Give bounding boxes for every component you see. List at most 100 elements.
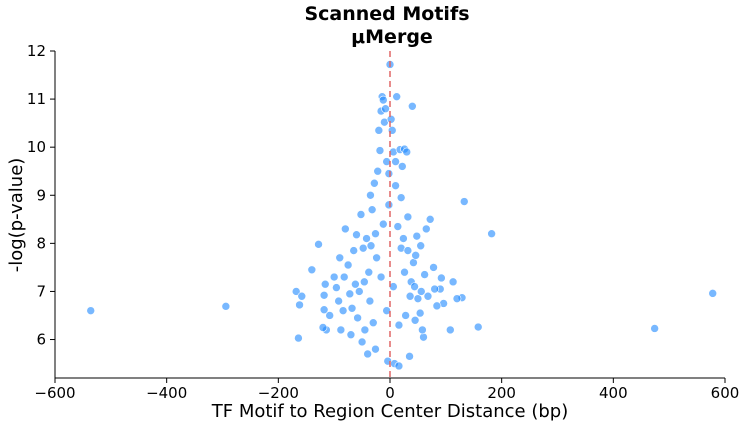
data-point: [354, 287, 364, 296]
data-point: [345, 289, 355, 299]
data-point: [341, 224, 350, 234]
data-point: [391, 157, 400, 166]
data-point: [403, 246, 413, 255]
data-point: [392, 92, 402, 101]
data-point: [364, 267, 374, 277]
data-point: [86, 306, 96, 315]
data-point: [376, 272, 386, 282]
data-point: [295, 300, 304, 310]
data-point: [415, 308, 425, 318]
data-point: [362, 234, 371, 243]
data-point: [373, 166, 383, 176]
data-point: [363, 349, 372, 359]
data-point: [371, 344, 380, 354]
data-point: [405, 352, 414, 361]
data-point: [412, 231, 422, 241]
data-point: [416, 241, 426, 251]
data-point: [418, 325, 427, 335]
data-point: [378, 219, 388, 229]
data-point: [338, 306, 348, 315]
data-point: [367, 205, 377, 214]
data-point: [487, 229, 496, 239]
data-point: [419, 332, 428, 342]
data-point: [366, 190, 375, 200]
x-axis-label: TF Motif to Region Center Distance (bp): [211, 401, 569, 422]
y-tick-label: 12: [27, 42, 46, 60]
data-point: [371, 229, 380, 239]
data-point: [402, 147, 412, 157]
x-tick-label: 200: [487, 384, 516, 402]
data-point: [374, 126, 384, 135]
data-point: [413, 294, 423, 303]
data-point: [353, 313, 362, 323]
x-tick-label: −200: [258, 384, 299, 402]
data-point: [397, 162, 407, 171]
data-point: [375, 146, 385, 155]
data-point: [356, 210, 366, 219]
data-point: [384, 169, 394, 178]
data-point: [432, 301, 442, 311]
data-point: [368, 318, 378, 327]
y-tick-label: 11: [27, 90, 46, 108]
data-point: [393, 222, 403, 231]
y-axis-label: -log(p-value): [6, 158, 27, 273]
data-point: [325, 311, 335, 320]
data-point: [318, 323, 328, 332]
y-tick-label: 9: [36, 186, 46, 204]
data-point: [319, 290, 329, 300]
chart-subtitle: μMerge: [351, 26, 433, 48]
data-point: [437, 273, 446, 283]
y-tick-label: 6: [36, 331, 46, 349]
data-point: [405, 291, 415, 301]
data-point: [329, 272, 339, 282]
data-point: [708, 289, 718, 298]
data-point: [401, 311, 410, 320]
data-point: [396, 193, 406, 202]
data-point: [335, 253, 345, 263]
chart-title: Scanned Motifs: [304, 3, 469, 25]
data-point: [384, 200, 394, 210]
data-point: [360, 277, 369, 287]
data-point: [382, 306, 391, 315]
data-point: [319, 305, 329, 315]
data-point: [445, 325, 455, 335]
data-point: [394, 320, 404, 330]
data-point: [320, 279, 330, 289]
x-tick-label: 0: [385, 384, 395, 402]
data-point: [421, 224, 431, 234]
data-point: [307, 265, 317, 275]
data-point: [429, 263, 438, 272]
data-point: [425, 215, 435, 224]
data-point: [423, 291, 433, 301]
x-axis-ticks: −600 −400 −200 0 200 400 600: [34, 378, 739, 402]
data-point: [378, 95, 388, 105]
data-point: [349, 246, 359, 255]
x-tick-label: 600: [711, 384, 740, 402]
data-point: [365, 296, 375, 306]
data-point: [351, 279, 360, 289]
data-point: [366, 241, 376, 251]
data-point: [370, 178, 379, 188]
data-point: [650, 324, 659, 333]
data-point: [400, 267, 409, 277]
data-point: [448, 277, 458, 287]
data-point: [399, 234, 408, 243]
data-point: [408, 102, 417, 111]
data-point: [294, 333, 303, 343]
data-point: [332, 283, 341, 292]
data-point: [381, 104, 390, 114]
data-point: [416, 287, 426, 296]
data-point: [291, 287, 301, 296]
data-point: [430, 284, 439, 294]
data-point: [336, 325, 346, 335]
data-point: [221, 302, 231, 311]
data-point: [391, 181, 400, 190]
data-point: [358, 243, 368, 253]
data-point: [410, 282, 419, 291]
data-point: [409, 258, 418, 267]
data-point: [347, 303, 357, 313]
data-point: [452, 294, 462, 303]
x-tick-label: −600: [34, 384, 75, 402]
data-point: [339, 272, 349, 282]
